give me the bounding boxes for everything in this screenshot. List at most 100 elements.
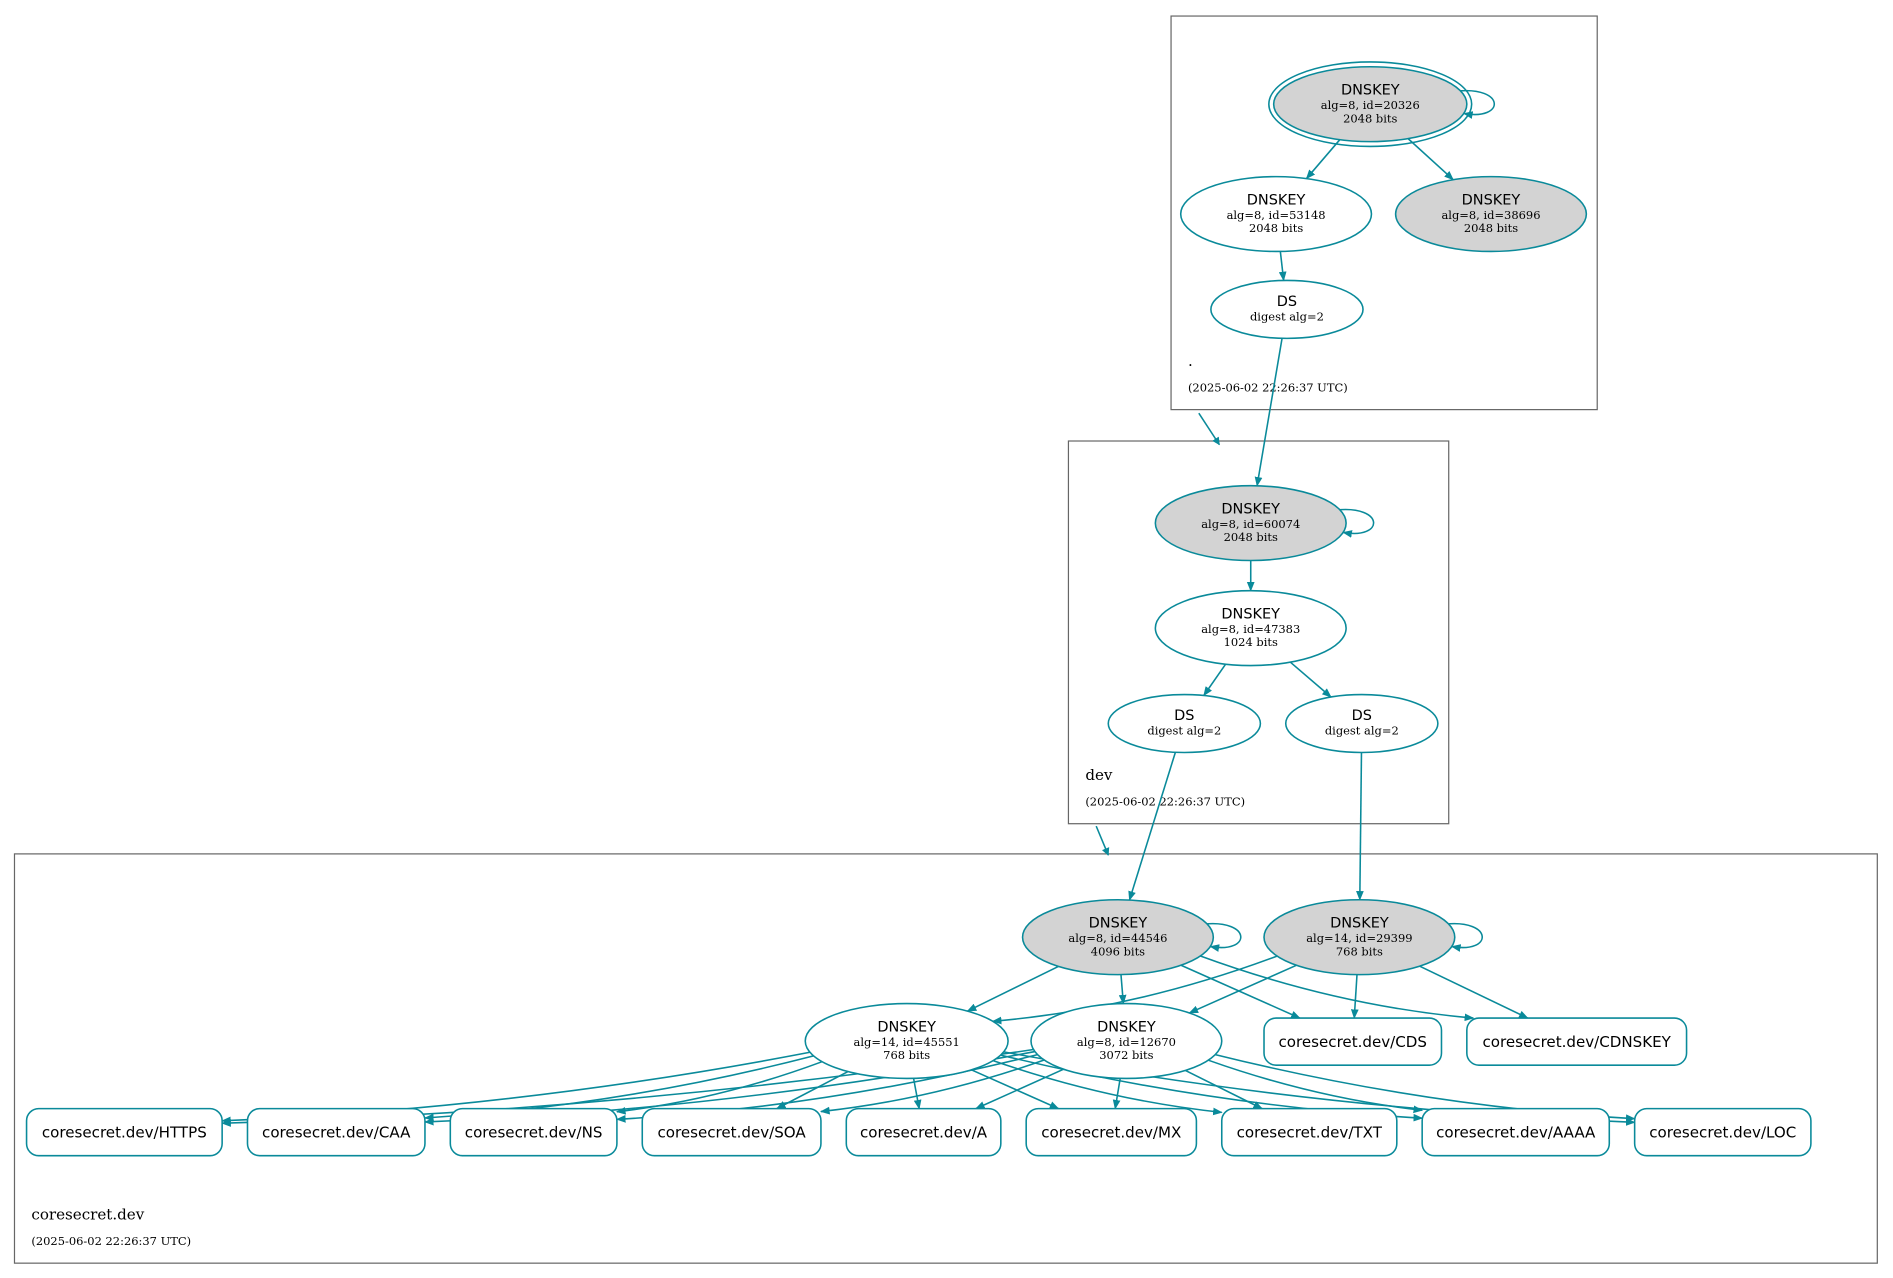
- rrset-label: coresecret.dev/A: [860, 1124, 988, 1142]
- node-rect: [1220, 1107, 1398, 1157]
- edge-k29399-cds: [1350, 974, 1359, 1020]
- node-rect: [449, 1107, 618, 1157]
- node-ellipse: [1030, 1002, 1223, 1080]
- edge-k12670-soa: [819, 1059, 1045, 1115]
- rrset-label: coresecret.dev/CDS: [1278, 1033, 1427, 1051]
- edge-k44546-cds: [1180, 964, 1301, 1019]
- node-detail: alg=8, id=53148: [1227, 208, 1326, 222]
- node-rect: [25, 1107, 223, 1157]
- node-rect: [1466, 1017, 1688, 1066]
- node-ellipse: [1272, 65, 1468, 143]
- node-ellipse: [1107, 693, 1262, 754]
- rrset-node[interactable]: coresecret.dev/TXT: [1220, 1107, 1398, 1157]
- edge-k29399-cdnskey: [1419, 965, 1529, 1019]
- edge-k47383-ds2: [1289, 661, 1332, 698]
- rrset-label: coresecret.dev/TXT: [1237, 1124, 1383, 1142]
- node-title: DNSKEY: [1247, 192, 1306, 208]
- edge-k20326-k38696: [1407, 138, 1454, 181]
- rrset-label: coresecret.dev/NS: [465, 1124, 603, 1142]
- node-title: DNSKEY: [1330, 916, 1389, 932]
- edge-dsroot-k60074: [1254, 338, 1283, 487]
- node-title: DS: [1174, 708, 1194, 724]
- rrset-node[interactable]: coresecret.dev/LOC: [1633, 1107, 1812, 1157]
- rrset-label: coresecret.dev/CAA: [262, 1124, 411, 1142]
- edge-k12670-mx: [1112, 1078, 1121, 1110]
- node-detail: alg=8, id=12670: [1077, 1035, 1176, 1049]
- node-title: DNSKEY: [1221, 501, 1280, 517]
- edge-k20326-k53148: [1305, 139, 1341, 180]
- rrset-node[interactable]: coresecret.dev/A: [845, 1107, 1002, 1157]
- node-ellipse: [1154, 589, 1347, 667]
- node-detail: 4096 bits: [1091, 944, 1145, 958]
- node-detail: alg=8, id=20326: [1321, 98, 1420, 112]
- edge-k45551-txt: [992, 1059, 1223, 1116]
- edge-k44546-k12670: [1118, 974, 1127, 1005]
- edge-k12670-aaaa: [1208, 1059, 1424, 1114]
- node-rect: [845, 1107, 1002, 1157]
- edge-k44546-k45551: [966, 965, 1059, 1012]
- edge-k45551-a: [912, 1078, 922, 1110]
- node-rect: [1633, 1107, 1812, 1157]
- rrset-label: coresecret.dev/LOC: [1649, 1124, 1796, 1142]
- node-title: DS: [1352, 708, 1372, 724]
- node-ellipse: [1021, 898, 1215, 976]
- rrset-label: coresecret.dev/HTTPS: [42, 1124, 207, 1142]
- zone-box-coresecret: [13, 853, 1878, 1264]
- delegation-edge-dev-coresecret: [1095, 825, 1110, 856]
- rrset-node[interactable]: coresecret.dev/CDS: [1263, 1017, 1443, 1066]
- edge-k29399-k12670: [1188, 964, 1297, 1014]
- node-ellipse: [1394, 175, 1588, 253]
- edge-k45551-ns: [615, 1060, 823, 1115]
- edge-k60074-k60074: [1336, 508, 1375, 538]
- edge-k12670-a: [975, 1068, 1064, 1110]
- rrset-node[interactable]: coresecret.dev/HTTPS: [25, 1107, 223, 1157]
- edge-k45551-mx: [971, 1069, 1060, 1110]
- rrset-node[interactable]: coresecret.dev/CDNSKEY: [1466, 1017, 1688, 1066]
- node-detail: alg=8, id=38696: [1441, 208, 1540, 222]
- edge-k29399-k29399: [1445, 922, 1483, 952]
- node-outline: [1268, 61, 1473, 148]
- node-detail: 2048 bits: [1464, 221, 1518, 235]
- node-title: DNSKEY: [1097, 1019, 1156, 1035]
- node-rect: [1263, 1017, 1443, 1066]
- node-ellipse: [1154, 484, 1347, 562]
- rrset-node[interactable]: coresecret.dev/SOA: [641, 1107, 822, 1157]
- rrset-label: coresecret.dev/SOA: [657, 1124, 806, 1142]
- rrset-node[interactable]: coresecret.dev/MX: [1025, 1107, 1198, 1157]
- node-rect: [1025, 1107, 1198, 1157]
- rrset-node[interactable]: coresecret.dev/AAAA: [1421, 1107, 1611, 1157]
- node-detail: 2048 bits: [1343, 111, 1397, 125]
- zone-box-root: [1170, 15, 1598, 411]
- edge-k44546-k44546: [1203, 922, 1242, 952]
- rrset-node[interactable]: coresecret.dev/CAA: [246, 1107, 426, 1157]
- node-detail: 2048 bits: [1224, 530, 1278, 544]
- node-detail: alg=8, id=60074: [1201, 517, 1300, 531]
- rrset-node[interactable]: coresecret.dev/NS: [449, 1107, 618, 1157]
- rrset-label: coresecret.dev/AAAA: [1436, 1124, 1596, 1142]
- zone-name: coresecret.dev: [31, 1206, 144, 1224]
- node-title: DNSKEY: [877, 1019, 936, 1035]
- node-title: DNSKEY: [1462, 192, 1521, 208]
- edge-k44546-cdnskey: [1200, 955, 1475, 1022]
- edge-k12670-txt: [1185, 1069, 1263, 1110]
- node-title: DNSKEY: [1341, 83, 1400, 99]
- edge-ds2-k29399: [1356, 752, 1364, 901]
- node-title: DNSKEY: [1089, 916, 1148, 932]
- zone-box-dev: [1067, 440, 1450, 825]
- node-detail: alg=8, id=47383: [1201, 622, 1300, 636]
- edge-ds1-k44546: [1128, 752, 1177, 901]
- zone-timestamp: (2025-06-02 22:26:37 UTC): [1085, 795, 1245, 809]
